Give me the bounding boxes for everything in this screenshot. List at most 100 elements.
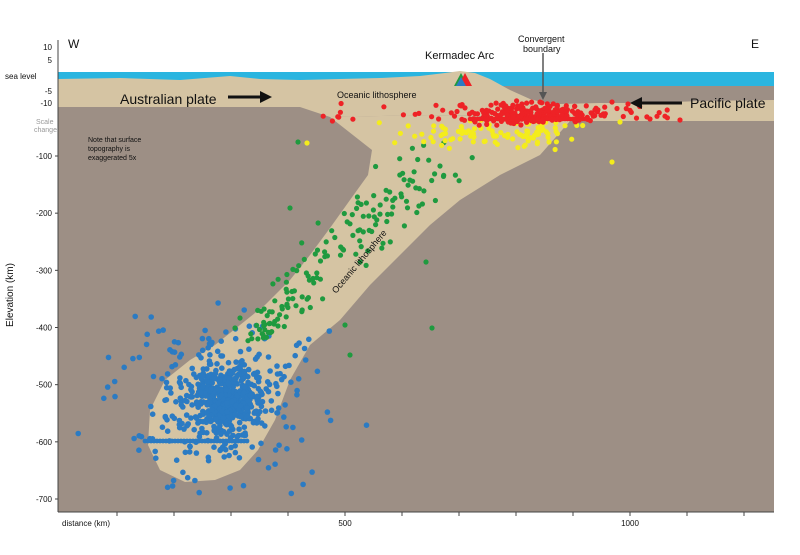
shallow-quake-dot <box>495 106 501 112</box>
shallow-intermediate-quake-dot <box>458 124 464 130</box>
shallow-intermediate-quake-dot <box>430 128 437 134</box>
shallow-quake-dot <box>602 104 608 110</box>
intermediate-quake-dot <box>299 309 305 315</box>
ocean-sky-band <box>58 40 774 72</box>
shallow-intermediate-quake-dot <box>609 159 615 165</box>
deep-quake-dot <box>183 392 190 399</box>
intermediate-quake-dot <box>358 201 364 207</box>
deep-quake-dot <box>182 397 188 404</box>
deep-quake-dot <box>288 490 295 497</box>
shallow-quake-dot <box>677 117 683 123</box>
deep-quake-dot <box>195 400 202 407</box>
shallow-quake-dot <box>585 116 590 122</box>
deep-quake-dot <box>244 412 251 419</box>
deep-quake-dot <box>232 449 239 456</box>
intermediate-quake-dot <box>390 204 396 210</box>
deep-quake-dot <box>241 383 248 390</box>
deep-quake-dot <box>153 455 159 462</box>
shallow-quake-dot <box>533 104 539 110</box>
deep-quake-dot <box>264 379 271 385</box>
deep-quake-dot <box>205 437 211 444</box>
deep-quake-dot <box>253 408 260 415</box>
convergent-label-line2: boundary <box>523 44 561 54</box>
intermediate-quake-dot <box>299 240 305 246</box>
intermediate-quake-dot <box>342 322 348 328</box>
shallow-quake-dot <box>448 110 454 116</box>
deep-quake-dot <box>200 418 207 425</box>
y-tick-label: -500 <box>36 381 53 390</box>
deep-quake-dot <box>215 300 221 306</box>
shallow-earthquakes <box>320 98 683 128</box>
deep-quake-dot <box>199 372 206 379</box>
shallow-quake-dot <box>572 103 578 109</box>
intermediate-quake-dot <box>366 213 372 219</box>
shallow-quake-dot <box>484 121 490 127</box>
intermediate-quake-dot <box>307 304 313 311</box>
shallow-intermediate-quake-dot <box>498 130 504 136</box>
intermediate-quake-dot <box>277 312 283 318</box>
intermediate-quake-dot <box>413 185 419 191</box>
intermediate-quake-dot <box>366 227 372 233</box>
shallow-intermediate-quake-dot <box>442 130 448 137</box>
intermediate-quake-dot <box>353 251 359 257</box>
intermediate-quake-dot <box>237 315 243 321</box>
shallow-intermediate-quake-dot <box>535 125 541 131</box>
intermediate-quake-dot <box>262 327 268 333</box>
y-axis-ticks: -100 -200 -300 -400 -500 -600 -700 <box>36 152 58 504</box>
shallow-quake-dot <box>625 101 631 107</box>
deep-quake-dot <box>213 416 219 423</box>
deep-quake-dot <box>275 405 282 411</box>
intermediate-quake-dot <box>380 240 386 246</box>
shallow-quake-dot <box>530 117 536 123</box>
deep-quake-dot <box>211 423 217 430</box>
shallow-quake-dot <box>654 113 660 119</box>
deep-quake-dot <box>283 424 290 430</box>
shallow-intermediate-quake-dot <box>392 140 398 146</box>
intermediate-quake-dot <box>387 239 393 245</box>
deep-quake-dot <box>207 361 214 368</box>
deep-quake-dot <box>175 339 182 346</box>
deep-quake-dot <box>186 449 193 455</box>
intermediate-quake-dot <box>261 319 267 325</box>
intermediate-quake-dot <box>371 193 377 199</box>
shallow-quake-dot <box>498 112 504 118</box>
intermediate-quake-dot <box>329 228 335 234</box>
shallow-quake-dot <box>436 116 442 122</box>
intermediate-quake-dot <box>441 172 447 178</box>
shallow-quake-dot <box>600 111 607 117</box>
intermediate-quake-dot <box>407 177 413 183</box>
note-line3: exaggerated 5x <box>88 155 137 162</box>
intermediate-quake-dot <box>296 263 302 269</box>
shallow-quake-dot <box>493 100 499 106</box>
deep-quake-dot <box>218 353 224 359</box>
deep-quake-dot <box>180 469 186 476</box>
deep-quake-dot <box>265 354 272 360</box>
deep-quake-dot <box>241 424 248 431</box>
deep-quake-dot <box>185 421 191 428</box>
shallow-intermediate-quake-dot <box>562 123 568 129</box>
x-tick-label: 500 <box>338 519 352 528</box>
intermediate-quake-dot <box>456 178 462 184</box>
deep-quake-dot <box>255 456 262 463</box>
deep-quake-dot <box>219 408 225 415</box>
deep-quake-dot <box>155 328 162 335</box>
convergent-boundary-arrowhead <box>539 92 547 100</box>
intermediate-quake-dot <box>365 248 371 254</box>
shallow-quake-dot <box>539 117 546 123</box>
deep-quake-dot <box>187 443 193 450</box>
intermediate-quake-dot <box>254 322 260 328</box>
deep-quake-dot <box>121 364 127 371</box>
shallow-intermediate-quake-dot <box>459 130 465 136</box>
deep-quake-dot <box>214 361 220 367</box>
shallow-quake-dot <box>440 107 446 113</box>
deep-quake-dot <box>275 390 281 397</box>
deep-quake-dot <box>281 373 287 380</box>
intermediate-quake-dot <box>322 249 328 255</box>
sea-level-label: sea level <box>5 72 37 81</box>
deep-quake-dot <box>239 358 245 364</box>
shallow-intermediate-quake-dot <box>617 119 623 125</box>
deep-quake-dot <box>244 405 250 411</box>
deep-quake-dot <box>254 393 261 400</box>
pacific-plate-arrowhead <box>630 97 642 109</box>
deep-quake-dot <box>220 415 227 421</box>
